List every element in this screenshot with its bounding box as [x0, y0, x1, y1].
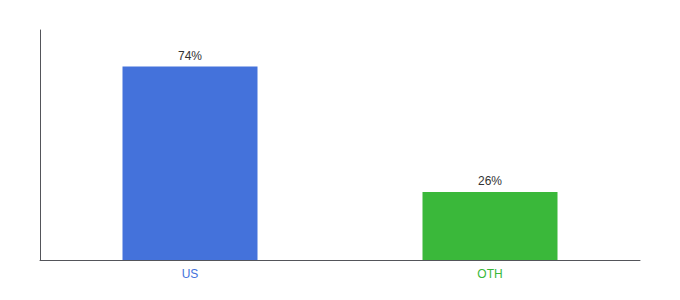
svg-text:26%: 26% [478, 174, 502, 188]
svg-text:74%: 74% [178, 49, 202, 63]
svg-text:OTH: OTH [477, 267, 502, 281]
svg-text:US: US [182, 267, 199, 281]
